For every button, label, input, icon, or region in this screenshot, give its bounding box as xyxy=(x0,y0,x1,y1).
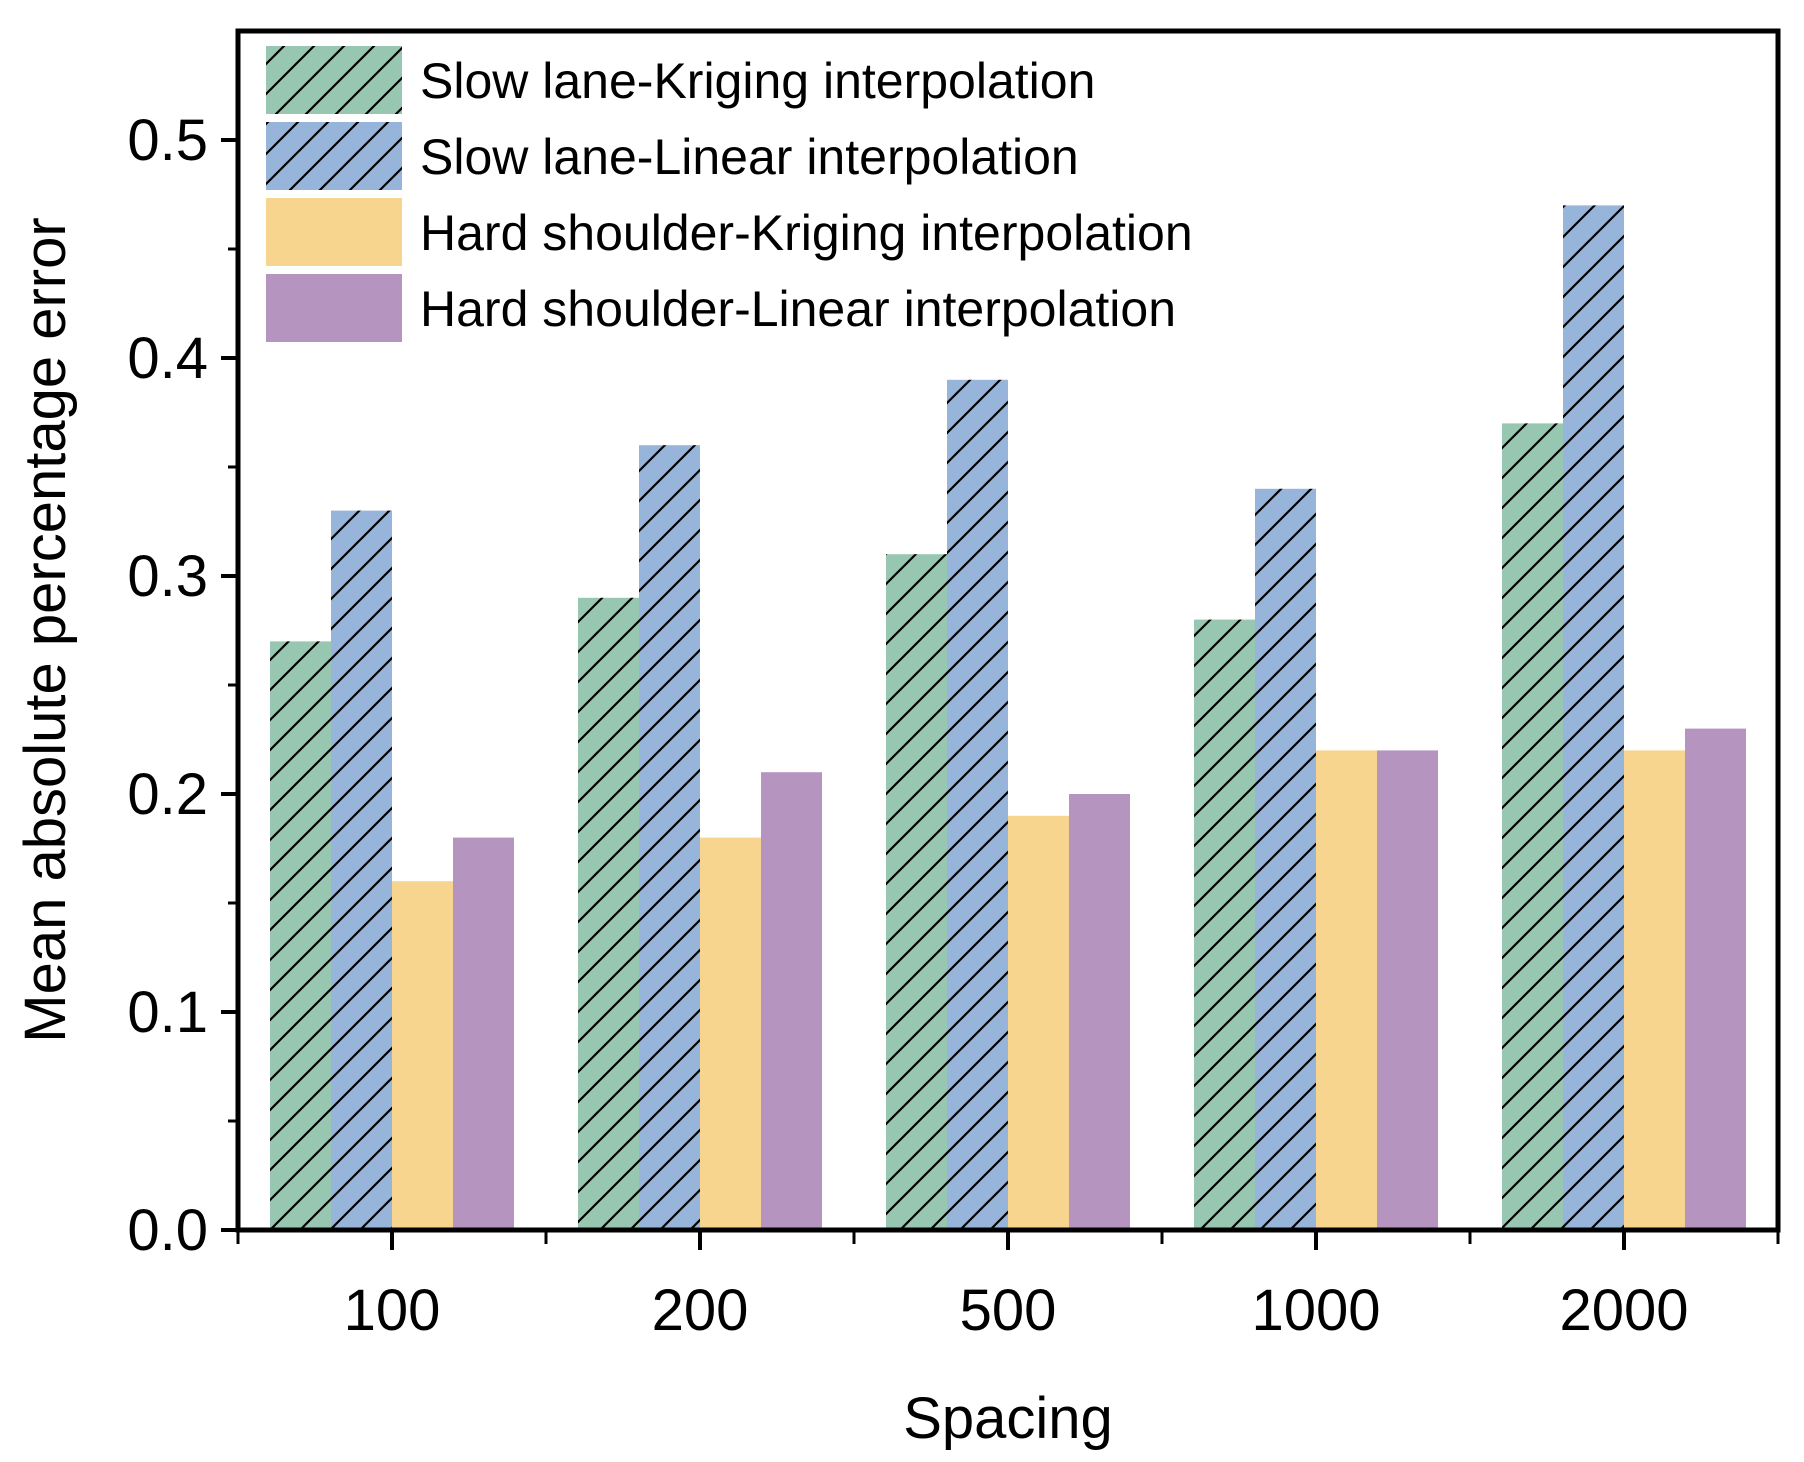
legend-swatch-4 xyxy=(266,274,402,342)
bar-200-series-4 xyxy=(761,772,822,1230)
bar-hatch-2000-series-1 xyxy=(1502,423,1563,1230)
bar-hatch-200-series-2 xyxy=(639,445,700,1230)
bar-200-series-3 xyxy=(700,837,761,1230)
legend: Slow lane-Kriging interpolation Slow lane… xyxy=(266,46,1193,342)
y-axis-title: Mean absolute percentage error xyxy=(13,217,78,1042)
bar-hatch-1000-series-2 xyxy=(1255,488,1316,1230)
legend-label-2: Slow lane-Linear interpolation xyxy=(420,129,1079,185)
legend-label-3: Hard shoulder-Kriging interpolation xyxy=(420,205,1193,261)
bar-hatch-500-series-2 xyxy=(947,379,1008,1230)
bar-2000-series-4 xyxy=(1685,728,1746,1230)
y-tick-label: 0.0 xyxy=(127,1198,208,1263)
x-tick-label: 200 xyxy=(652,1278,749,1343)
bar-hatch-100-series-1 xyxy=(270,641,331,1230)
x-axis-title: Spacing xyxy=(903,1386,1113,1451)
y-tick-label: 0.3 xyxy=(127,544,208,609)
y-tick-label: 0.5 xyxy=(127,108,208,173)
y-tick-label: 0.2 xyxy=(127,762,208,827)
legend-swatch-hatch-2 xyxy=(266,122,402,190)
x-axis: 100 200 500 1000 2000 xyxy=(236,1230,1780,1343)
bar-100-series-4 xyxy=(453,837,514,1230)
bar-1000-series-4 xyxy=(1377,750,1438,1230)
bar-2000-series-3 xyxy=(1624,750,1685,1230)
y-tick-label: 0.4 xyxy=(127,326,208,391)
x-tick-label: 1000 xyxy=(1251,1278,1380,1343)
x-tick-label: 500 xyxy=(960,1278,1057,1343)
legend-label-4: Hard shoulder-Linear interpolation xyxy=(420,281,1176,337)
bar-100-series-3 xyxy=(392,881,453,1230)
bar-500-series-4 xyxy=(1069,794,1130,1230)
bar-hatch-1000-series-1 xyxy=(1194,619,1255,1230)
bar-hatch-500-series-1 xyxy=(886,554,947,1230)
bar-hatch-200-series-1 xyxy=(578,597,639,1230)
legend-swatch-hatch-1 xyxy=(266,46,402,114)
bar-1000-series-3 xyxy=(1316,750,1377,1230)
x-tick-label: 100 xyxy=(344,1278,441,1343)
bar-500-series-3 xyxy=(1008,815,1069,1230)
legend-swatch-3 xyxy=(266,198,402,266)
bars-group xyxy=(270,205,1746,1231)
legend-label-1: Slow lane-Kriging interpolation xyxy=(420,53,1095,109)
bar-hatch-2000-series-2 xyxy=(1563,205,1624,1230)
x-tick-label: 2000 xyxy=(1559,1278,1688,1343)
y-tick-label: 0.1 xyxy=(127,980,208,1045)
y-axis: 0.0 0.1 0.2 0.3 0.4 0.5 xyxy=(127,108,238,1263)
bar-hatch-100-series-2 xyxy=(331,510,392,1231)
